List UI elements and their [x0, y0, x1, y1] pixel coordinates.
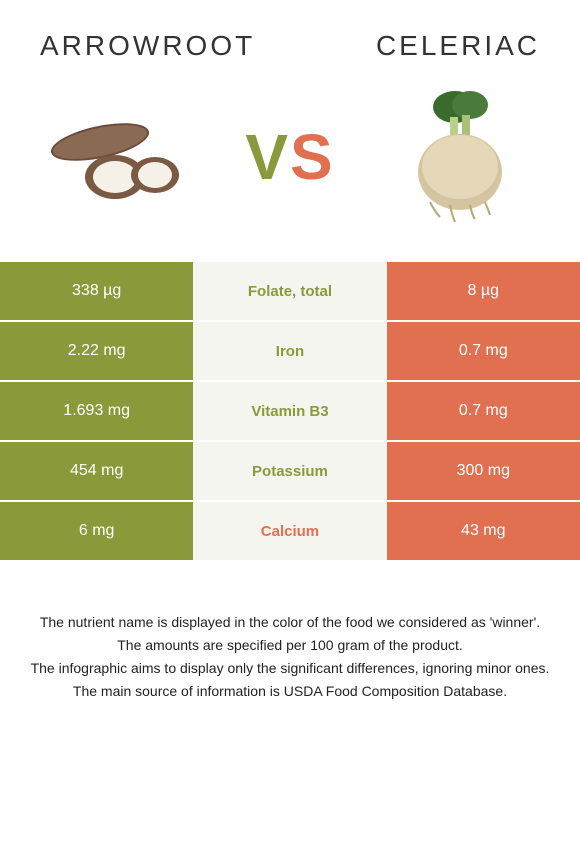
vs-s-letter: S: [290, 121, 335, 193]
left-value: 1.693 mg: [0, 382, 193, 440]
nutrient-label: Vitamin B3: [193, 382, 386, 440]
right-value: 43 mg: [387, 502, 580, 560]
footnote-line: The amounts are specified per 100 gram o…: [25, 635, 555, 656]
nutrient-label: Calcium: [193, 502, 386, 560]
footnote-line: The nutrient name is displayed in the co…: [25, 612, 555, 633]
table-row: 338 µgFolate, total8 µg: [0, 262, 580, 322]
header: ARROWROOT CELERIAC: [0, 0, 580, 72]
left-value: 338 µg: [0, 262, 193, 320]
arrowroot-image: [40, 92, 200, 222]
table-row: 1.693 mgVitamin B30.7 mg: [0, 382, 580, 442]
right-value: 8 µg: [387, 262, 580, 320]
nutrient-label: Folate, total: [193, 262, 386, 320]
left-value: 454 mg: [0, 442, 193, 500]
left-value: 6 mg: [0, 502, 193, 560]
comparison-table: 338 µgFolate, total8 µg2.22 mgIron0.7 mg…: [0, 262, 580, 562]
right-value: 0.7 mg: [387, 322, 580, 380]
right-value: 0.7 mg: [387, 382, 580, 440]
footnotes: The nutrient name is displayed in the co…: [0, 562, 580, 724]
left-food-title: ARROWROOT: [40, 30, 255, 62]
footnote-line: The main source of information is USDA F…: [25, 681, 555, 702]
table-row: 6 mgCalcium43 mg: [0, 502, 580, 562]
table-row: 454 mgPotassium300 mg: [0, 442, 580, 502]
right-food-title: CELERIAC: [376, 30, 540, 62]
vs-v-letter: V: [245, 121, 290, 193]
nutrient-label: Iron: [193, 322, 386, 380]
celeriac-image: [380, 92, 540, 222]
images-row: VS: [0, 72, 580, 262]
nutrient-label: Potassium: [193, 442, 386, 500]
vs-label: VS: [245, 120, 334, 194]
footnote-line: The infographic aims to display only the…: [25, 658, 555, 679]
table-row: 2.22 mgIron0.7 mg: [0, 322, 580, 382]
left-value: 2.22 mg: [0, 322, 193, 380]
right-value: 300 mg: [387, 442, 580, 500]
